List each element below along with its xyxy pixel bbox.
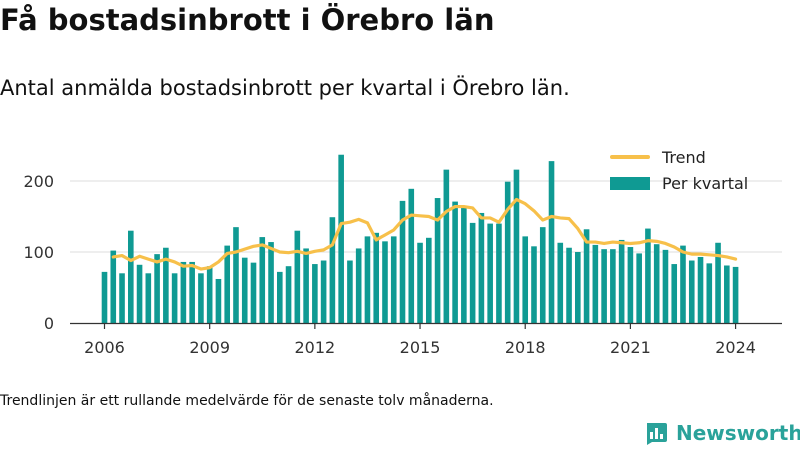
bar: [329, 217, 336, 323]
bar: [531, 246, 537, 323]
bar: [469, 222, 476, 323]
bar: [688, 260, 695, 323]
bar: [189, 261, 195, 323]
legend-bar-label: Per kvartal: [662, 174, 748, 193]
x-tick-label: 2006: [84, 338, 125, 357]
bar: [136, 264, 143, 323]
legend-trend-swatch: [610, 155, 650, 159]
bar: [504, 181, 511, 323]
bar: [732, 266, 739, 323]
legend: Trend Per kvartal: [610, 148, 748, 193]
chart: 0 100 200 2006 2009 2012 2015 2018 2021 2024 Tre…: [23, 148, 782, 357]
chart-subtitle: Antal anmälda bostadsinbrott per kvartal…: [0, 76, 570, 100]
bar: [426, 237, 432, 323]
x-tick-label: 2021: [610, 338, 651, 357]
bar: [715, 242, 721, 323]
bar: [171, 273, 178, 323]
x-tick-label: 2015: [400, 338, 441, 357]
bar: [601, 249, 607, 323]
bar: [285, 266, 292, 323]
legend-trend-label: Trend: [661, 148, 706, 167]
bar: [128, 230, 134, 323]
bar: [277, 271, 283, 323]
bar: [198, 273, 204, 323]
trend-line: [111, 197, 738, 271]
bar: [575, 252, 581, 323]
bar: [373, 232, 380, 323]
bar: [513, 169, 520, 323]
bar: [592, 244, 599, 323]
bar: [548, 161, 555, 323]
bar: [645, 228, 651, 323]
bar: [101, 271, 108, 323]
bar: [478, 212, 485, 323]
axes: 2006 2009 2012 2015 2018 2021 2024: [70, 322, 782, 357]
bar: [268, 242, 274, 323]
bar: [382, 241, 388, 323]
bar: [443, 169, 450, 323]
bar: [417, 242, 423, 323]
trend-series: [111, 197, 738, 271]
brand-name: Newsworthy: [676, 421, 800, 445]
bar: [724, 265, 730, 323]
bar: [163, 247, 169, 323]
bar: [259, 237, 266, 323]
legend-bar-swatch: [610, 177, 650, 190]
bar: [364, 236, 371, 323]
chart-title: Få bostadsinbrott i Örebro län: [0, 3, 495, 37]
bar: [487, 223, 493, 323]
bar: [408, 188, 415, 323]
bar-chart-logo-icon: [647, 423, 667, 445]
bar: [119, 273, 125, 323]
bar: [312, 264, 318, 323]
bar: [522, 236, 529, 323]
bar: [347, 260, 353, 323]
bar: [706, 263, 713, 323]
bar: [303, 248, 309, 323]
bar: [233, 227, 239, 323]
bar: [338, 154, 344, 323]
bar: [215, 278, 222, 323]
x-tick-label: 2012: [295, 338, 336, 357]
bar: [636, 253, 642, 323]
bar: [241, 257, 248, 323]
bar: [461, 207, 467, 323]
bar: [627, 247, 634, 323]
bar: [110, 250, 117, 323]
bar: [566, 247, 572, 323]
bar: [320, 260, 327, 323]
bar: [250, 262, 257, 323]
bar: [180, 261, 187, 323]
x-tick-label: 2024: [715, 338, 756, 357]
bar: [539, 227, 546, 323]
bar: [434, 198, 441, 323]
bar: [206, 266, 213, 323]
x-tick-label: 2009: [189, 338, 230, 357]
bar: [399, 200, 406, 323]
bar: [618, 239, 625, 323]
bar: [653, 244, 660, 323]
bar: [583, 229, 590, 323]
bar: [496, 223, 502, 323]
footnote: Trendlinjen är ett rullande medelvärde f…: [0, 393, 494, 409]
y-tick-label: 200: [23, 172, 54, 191]
bar: [355, 248, 362, 323]
bar: [557, 242, 564, 323]
x-tick-label: 2018: [505, 338, 546, 357]
bar: [452, 201, 458, 323]
bar: [662, 249, 669, 323]
brand-logo[interactable]: Newsworthy: [644, 419, 800, 447]
bar-series: [101, 154, 739, 323]
bar: [145, 273, 152, 323]
bar: [680, 245, 686, 323]
bar: [390, 236, 397, 323]
bar: [154, 254, 160, 323]
bar: [294, 230, 301, 323]
bar: [610, 249, 616, 323]
y-tick-label: 0: [44, 314, 54, 333]
bar: [671, 264, 678, 323]
bar: [697, 256, 704, 323]
bar: [224, 245, 231, 323]
y-tick-label: 100: [23, 243, 54, 262]
